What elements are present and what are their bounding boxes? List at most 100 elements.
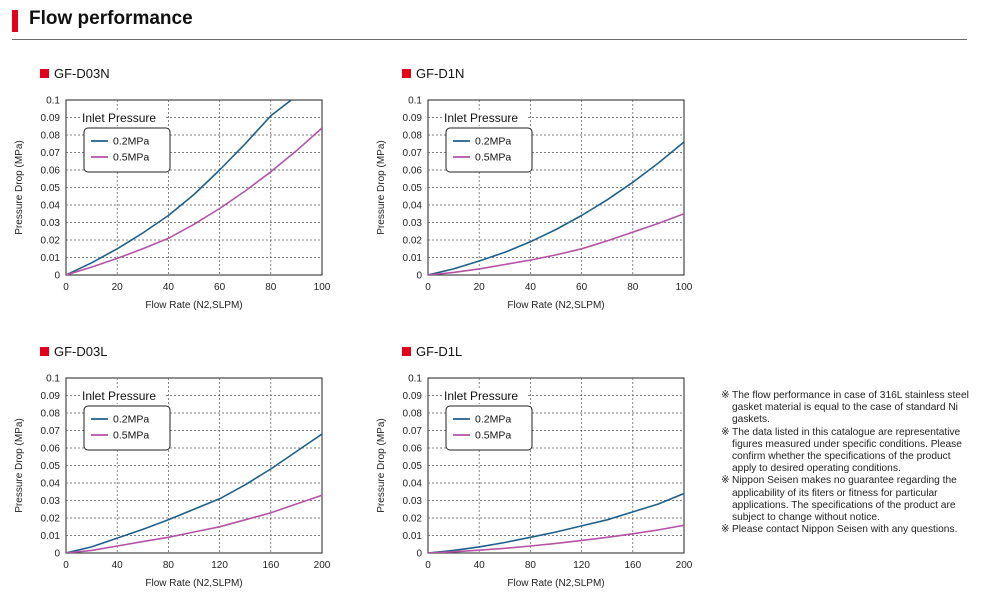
y-tick-label: 0.08 — [403, 409, 423, 420]
x-tick-label: 80 — [265, 282, 277, 293]
y-tick-label: 0.09 — [403, 391, 423, 402]
y-tick-label: 0.02 — [403, 514, 423, 525]
y-tick-label: 0.07 — [41, 148, 61, 159]
note-item: ※ Please contact Nippon Seisen with any q… — [721, 524, 973, 536]
series-line-02mpa — [428, 492, 684, 553]
legend-title: Inlet Pressure — [82, 111, 156, 125]
x-tick-label: 40 — [474, 560, 486, 571]
x-tick-label: 0 — [63, 560, 69, 571]
y-tick-label: 0.05 — [403, 461, 423, 472]
x-tick-label: 60 — [576, 282, 588, 293]
y-tick-label: 0.1 — [408, 96, 422, 107]
x-tick-label: 120 — [211, 560, 228, 571]
x-tick-label: 120 — [573, 560, 590, 571]
x-tick-label: 0 — [425, 282, 431, 293]
chart-title: GF-D03L — [54, 344, 107, 359]
x-tick-label: 100 — [314, 282, 331, 293]
x-axis-label: Flow Rate (N2,SLPM) — [145, 300, 242, 311]
y-axis-label: Pressure Drop (MPa) — [14, 418, 25, 512]
y-tick-label: 0.01 — [41, 531, 61, 542]
x-axis-label: Flow Rate (N2,SLPM) — [507, 300, 604, 311]
x-tick-label: 20 — [474, 282, 486, 293]
chart-svg: GF-D03N 0 0.01 0.02 0.03 0.04 0.05 0.06 0.07 0.08… — [14, 66, 331, 311]
note-item: ※ Nippon Seisen makes no guarantee regard… — [721, 475, 973, 524]
y-tick-label: 0 — [416, 549, 422, 560]
series-line-02mpa — [66, 433, 322, 553]
section-accent-bar — [12, 10, 18, 32]
legend-label: 0.2MPa — [475, 414, 511, 426]
chart-svg: GF-D03L 0 0.01 0.02 0.03 0.04 0.05 0.06 0.07 0.08… — [14, 344, 331, 589]
legend-title-bg — [442, 389, 526, 403]
y-tick-label: 0.06 — [403, 444, 423, 455]
x-tick-label: 160 — [624, 560, 641, 571]
note-mark: ※ — [721, 426, 730, 438]
series-line-05mpa — [66, 494, 322, 553]
chart-title-marker — [402, 69, 411, 78]
chart-title-marker — [40, 347, 49, 356]
y-tick-label: 0.04 — [403, 201, 423, 212]
y-tick-label: 0 — [54, 271, 60, 282]
y-tick-label: 0.04 — [403, 479, 423, 490]
legend-title: Inlet Pressure — [444, 111, 518, 125]
y-tick-label: 0.03 — [41, 496, 61, 507]
legend-title-bg — [80, 111, 164, 125]
x-tick-label: 80 — [627, 282, 639, 293]
x-tick-label: 80 — [525, 560, 537, 571]
note-text: Please contact Nippon Seisen with any qu… — [732, 524, 958, 536]
y-tick-label: 0.04 — [41, 479, 61, 490]
note-item: ※ The data listed in this catalogue are r… — [721, 427, 973, 476]
x-axis-label: Flow Rate (N2,SLPM) — [507, 578, 604, 589]
y-tick-label: 0.07 — [403, 426, 423, 437]
x-tick-label: 200 — [676, 560, 693, 571]
legend-label: 0.5MPa — [113, 152, 149, 164]
x-tick-label: 100 — [676, 282, 693, 293]
y-tick-label: 0.1 — [46, 374, 60, 385]
y-tick-label: 0.06 — [403, 166, 423, 177]
series-line-02mpa — [66, 100, 292, 275]
chart-title: GF-D1L — [416, 344, 462, 359]
y-tick-label: 0.02 — [41, 514, 61, 525]
series-line-05mpa — [428, 213, 684, 275]
y-tick-label: 0.01 — [41, 253, 61, 264]
y-tick-label: 0.06 — [41, 444, 61, 455]
legend-title-bg — [80, 389, 164, 403]
legend-label: 0.2MPa — [113, 136, 149, 148]
note-text: Nippon Seisen makes no guarantee regardi… — [732, 475, 957, 524]
y-tick-label: 0.08 — [41, 131, 61, 142]
legend-label: 0.5MPa — [475, 430, 511, 442]
legend-label: 0.5MPa — [113, 430, 149, 442]
legend-box — [83, 405, 171, 451]
series-line-02mpa — [428, 141, 684, 275]
y-tick-label: 0.03 — [403, 218, 423, 229]
legend-title: Inlet Pressure — [82, 389, 156, 403]
chart-svg: GF-D1N 0 0.01 0.02 0.03 0.04 0.05 0.06 0.07 0.08 0… — [376, 66, 693, 311]
section-title: Flow performance — [29, 8, 193, 29]
chart-gf-d03n: GF-D03N 0 0.01 0.02 0.03 0.04 0.05 0.06 0.07 0.08… — [0, 60, 350, 311]
x-tick-label: 0 — [425, 560, 431, 571]
y-tick-label: 0.01 — [403, 531, 423, 542]
y-tick-label: 0.01 — [403, 253, 423, 264]
y-tick-label: 0.08 — [403, 131, 423, 142]
y-axis-label: Pressure Drop (MPa) — [14, 140, 25, 234]
y-tick-label: 0.06 — [41, 166, 61, 177]
chart-gf-d03l: GF-D03L 0 0.01 0.02 0.03 0.04 0.05 0.06 0.07 0.08… — [0, 338, 350, 589]
legend-title-bg — [442, 111, 526, 125]
y-tick-label: 0.03 — [41, 218, 61, 229]
y-tick-label: 0 — [416, 271, 422, 282]
series-line-05mpa — [428, 524, 684, 553]
y-tick-label: 0.1 — [408, 374, 422, 385]
x-tick-label: 20 — [112, 282, 124, 293]
y-tick-label: 0.09 — [41, 113, 61, 124]
x-tick-label: 40 — [112, 560, 124, 571]
x-tick-label: 40 — [163, 282, 175, 293]
legend-label: 0.5MPa — [475, 152, 511, 164]
y-tick-label: 0.07 — [41, 426, 61, 437]
y-tick-label: 0.1 — [46, 96, 60, 107]
section-header: Flow performance — [12, 6, 967, 40]
series-line-05mpa — [66, 127, 322, 275]
x-tick-label: 40 — [525, 282, 537, 293]
legend-label: 0.2MPa — [113, 414, 149, 426]
x-tick-label: 0 — [63, 282, 69, 293]
x-axis-label: Flow Rate (N2,SLPM) — [145, 578, 242, 589]
y-tick-label: 0.08 — [41, 409, 61, 420]
